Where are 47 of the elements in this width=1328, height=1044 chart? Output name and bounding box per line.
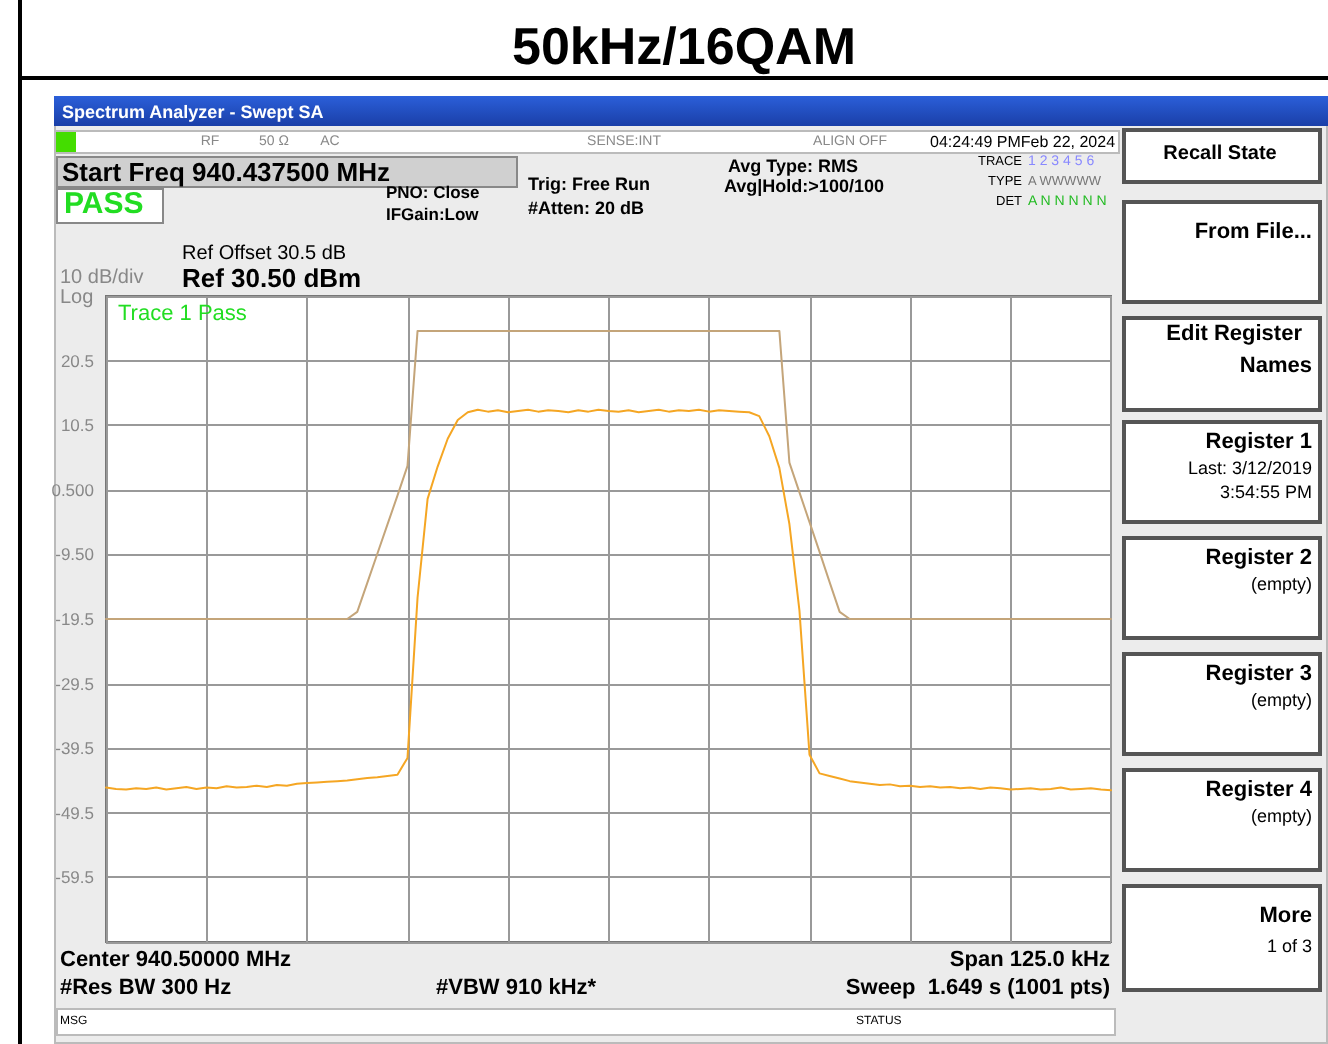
annotation: Trace 1 Pass — [118, 302, 248, 326]
text: Last: 3/12/2019 — [1187, 458, 1312, 478]
line-series — [105, 329, 1112, 620]
text: Avg Type: RMS — [728, 156, 859, 176]
text: Start Freq 940.437500 MHz — [62, 157, 392, 187]
text: More — [1259, 904, 1312, 928]
y-tick-label: -19.5 — [55, 609, 95, 629]
text: #Res BW 300 Hz — [60, 976, 233, 1000]
text: Register 2 — [1205, 546, 1312, 570]
text: #VBW 910 kHz* — [436, 976, 598, 1000]
text: (empty) — [1250, 574, 1312, 594]
text: Names — [1239, 354, 1312, 378]
text: (empty) — [1250, 806, 1312, 826]
text: Ref Offset 30.5 dB — [182, 243, 347, 265]
text: Span 125.0 kHz — [949, 948, 1111, 972]
text: Register 1 — [1205, 430, 1312, 454]
y-tick-label: -9.50 — [55, 544, 95, 565]
y-tick-label: 10.5 — [60, 415, 95, 436]
text: Register 3 — [1205, 662, 1312, 686]
text: PNO: Close — [386, 182, 481, 202]
text: Center 940.50000 MHz — [60, 948, 293, 972]
text: Recall State — [1163, 143, 1278, 165]
text: Sweep 1.649 s (1001 pts) — [845, 976, 1111, 1000]
text: 1 of 3 — [1266, 936, 1312, 956]
y-tick-label: -49.5 — [55, 802, 95, 823]
y-tick-label: 20.5 — [60, 350, 95, 371]
text: Log — [60, 287, 94, 309]
text: PASS — [64, 187, 144, 221]
text: Ref 30.50 dBm — [182, 263, 362, 293]
y-tick-label: -59.5 — [55, 867, 95, 888]
text: From File... — [1194, 220, 1312, 244]
text: Avg|Hold:>100/100 — [724, 176, 884, 196]
text: #Atten: 20 dB — [528, 198, 646, 218]
text: 10 dB/div — [60, 267, 144, 289]
text: (empty) — [1250, 690, 1312, 710]
line-series — [105, 408, 1112, 792]
text: Register 4 — [1205, 778, 1314, 802]
text: 3:54:55 PM — [1219, 482, 1312, 502]
y-tick-label: -39.5 — [55, 738, 95, 759]
text: Spectrum Analyzer - Swept SA — [62, 102, 325, 122]
chart-title: 50kHz/16QAM — [512, 16, 856, 76]
text: Trig: Free Run — [528, 174, 651, 194]
text: IFGain:Low — [386, 204, 480, 224]
y-tick-label: -29.5 — [55, 673, 95, 694]
text: Edit Register — [1166, 322, 1304, 346]
text: 04:24:49 PMFeb 22, 2024 — [930, 133, 1117, 151]
y-tick-label: 0.500 — [51, 479, 95, 500]
